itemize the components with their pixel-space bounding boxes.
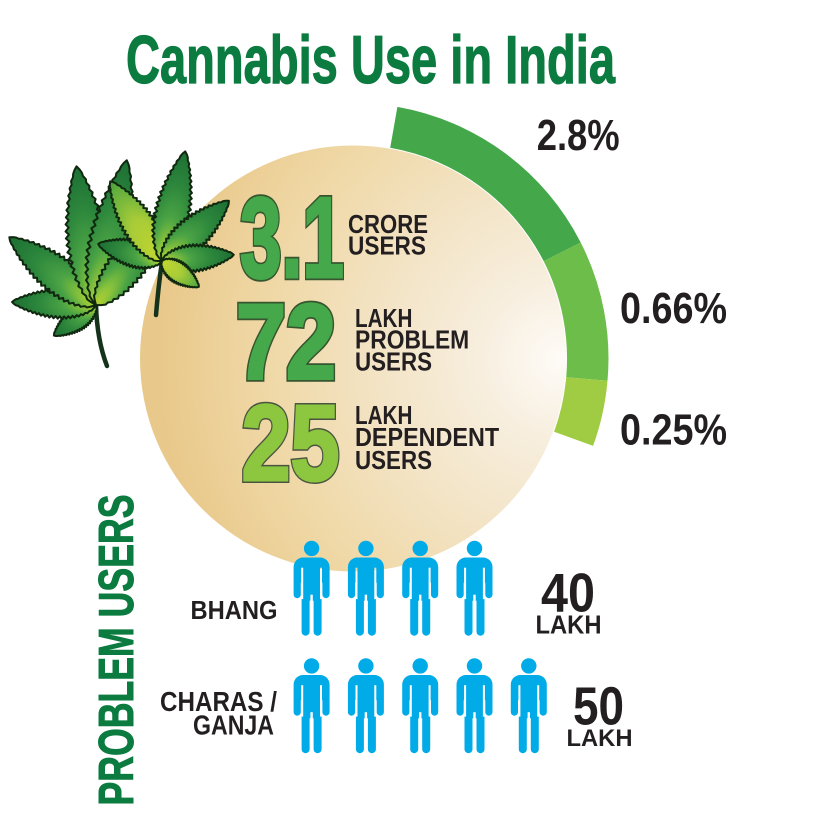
svg-text:USERS: USERS [355, 445, 432, 475]
svg-text:PROBLEM USERS: PROBLEM USERS [89, 495, 144, 806]
svg-text:50: 50 [573, 677, 624, 737]
svg-text:2.8%: 2.8% [537, 112, 620, 160]
svg-text:25: 25 [242, 382, 340, 503]
svg-text:DEPENDENT: DEPENDENT [355, 422, 499, 452]
svg-text:72: 72 [236, 282, 336, 402]
svg-text:0.66%: 0.66% [620, 284, 727, 333]
svg-text:Cannabis Use in India: Cannabis Use in India [126, 22, 616, 98]
svg-text:USERS: USERS [348, 230, 426, 260]
svg-text:0.25%: 0.25% [620, 405, 727, 454]
svg-text:3.1: 3.1 [240, 175, 344, 302]
svg-text:3.1: 3.1 [240, 175, 344, 302]
svg-text:GANJA: GANJA [193, 709, 274, 740]
svg-text:BHANG: BHANG [191, 595, 278, 625]
svg-text:PROBLEM: PROBLEM [355, 325, 469, 355]
svg-text:25: 25 [242, 382, 340, 503]
svg-text:LAKH: LAKH [355, 303, 412, 333]
svg-text:72: 72 [236, 282, 336, 402]
svg-text:CRORE: CRORE [348, 209, 428, 239]
svg-text:CHARAS /: CHARAS / [160, 686, 277, 717]
svg-text:40: 40 [541, 562, 595, 624]
svg-text:USERS: USERS [355, 346, 432, 376]
svg-text:LAKH: LAKH [536, 610, 602, 640]
svg-text:LAKH: LAKH [355, 400, 412, 430]
svg-text:LAKH: LAKH [567, 725, 633, 752]
